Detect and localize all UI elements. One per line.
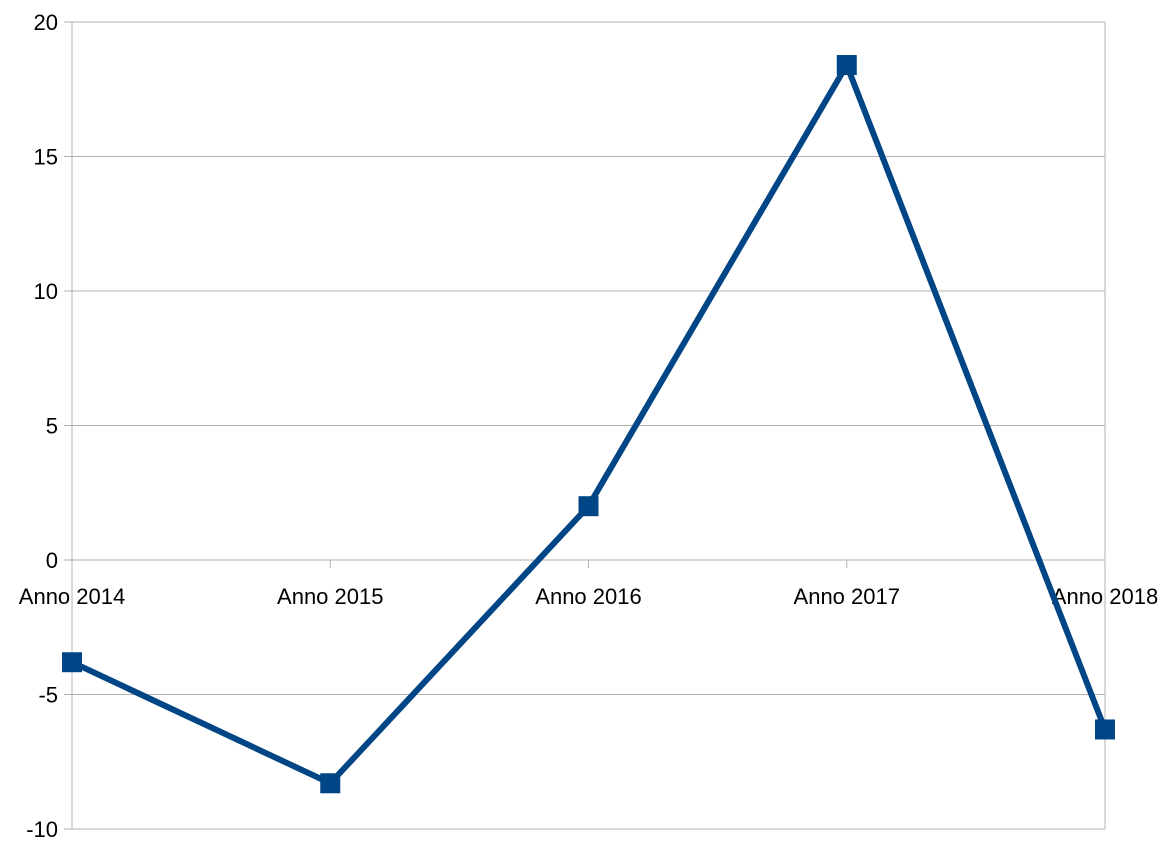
y-tick-label: 20 xyxy=(34,10,58,35)
x-tick-label: Anno 2014 xyxy=(19,584,125,609)
data-point-anno-2014 xyxy=(62,652,82,673)
data-point-anno-2018 xyxy=(1095,719,1115,740)
y-tick-label: 0 xyxy=(46,548,58,573)
data-point-anno-2017 xyxy=(836,55,857,76)
x-tick-label: Anno 2016 xyxy=(535,584,641,609)
x-tick-label: Anno 2015 xyxy=(277,584,383,609)
series-line-0 xyxy=(70,58,1108,787)
y-tick-label: -10 xyxy=(26,817,58,841)
y-axis: -10 -5 0 5 10 15 20 xyxy=(26,10,1106,841)
grid-lines xyxy=(72,21,1105,830)
y-tick-label: 5 xyxy=(46,414,58,439)
x-axis: Anno 2014 Anno 2015 Anno 2016 Anno 2017 Anno… xyxy=(19,559,1158,609)
data-point-anno-2016 xyxy=(578,496,599,517)
data-point-anno-2015 xyxy=(320,773,341,794)
y-tick-label: -5 xyxy=(38,683,58,708)
y-tick-label: 15 xyxy=(34,145,58,170)
x-tick-label: Anno 2018 xyxy=(1052,584,1158,609)
y-tick-label: 10 xyxy=(34,279,58,304)
x-tick-label: Anno 2017 xyxy=(794,584,900,609)
series-layer xyxy=(62,55,1115,794)
